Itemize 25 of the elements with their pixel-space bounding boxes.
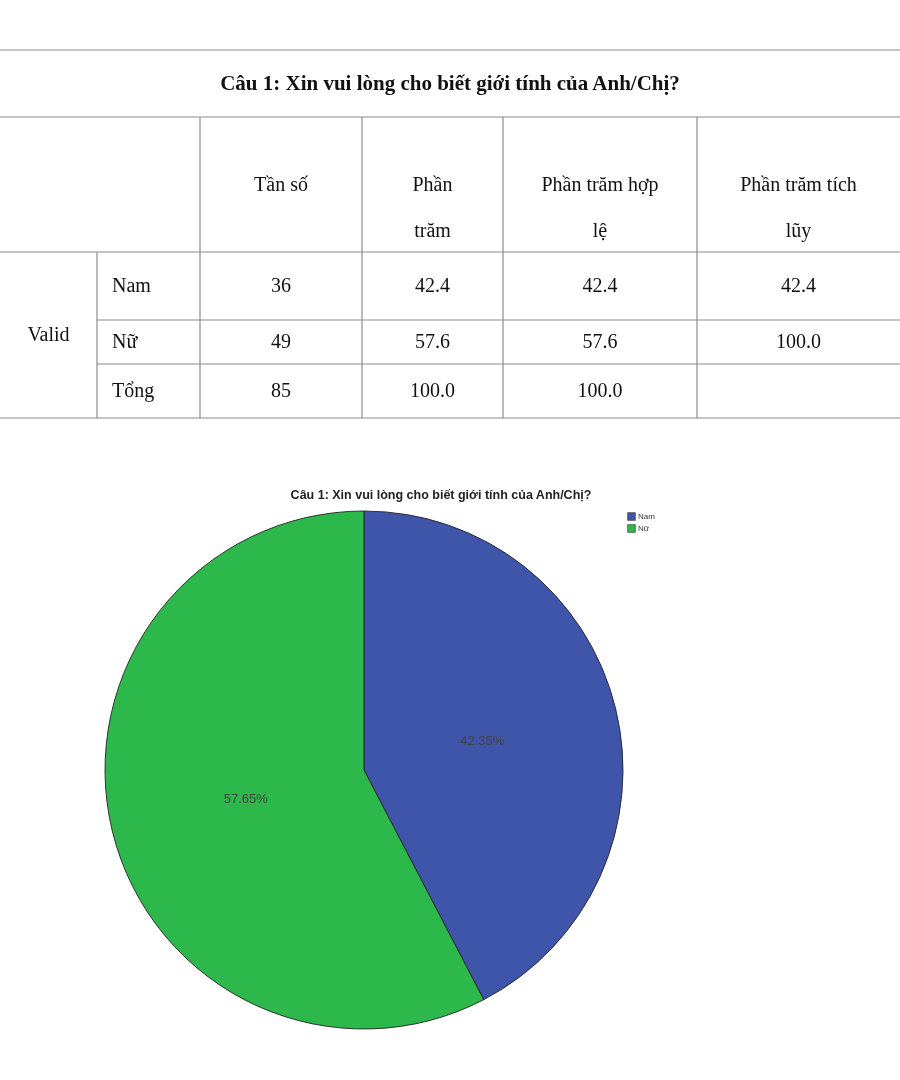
category-label: Phần trăm hợp lệ: [541, 172, 659, 241]
text: 36: [271, 274, 291, 296]
text: 42.4: [415, 274, 450, 296]
category-label: Nam: [112, 274, 151, 296]
text: 100.0: [410, 379, 455, 401]
text: Câu 1: Xin vui lòng cho biết giới tính của Anh/Chị?: [220, 70, 680, 95]
data-label: 42.35%: [460, 733, 505, 749]
category-label: Tần số: [254, 172, 308, 195]
text: 100.0: [776, 330, 821, 352]
legend-label: Nam: [638, 511, 656, 521]
category-label: Nữ: [112, 330, 138, 352]
category-label: Phần trăm tích lũy: [740, 172, 857, 241]
legend-label: Nữ: [638, 523, 650, 533]
text: 49: [271, 330, 291, 352]
text: 42.4: [781, 274, 816, 296]
text: 100.0: [577, 379, 623, 401]
text: Valid: [27, 323, 70, 345]
text: 57.6: [582, 330, 618, 352]
data-label: 57.65%: [223, 790, 269, 806]
text: 57.6: [415, 330, 450, 352]
chart-title: Câu 1: Xin vui lòng cho biết giới tính của Anh/Chị?: [290, 487, 592, 502]
text: 85: [271, 379, 291, 401]
text: 42.4: [582, 274, 618, 296]
category-label: Phần trăm: [412, 172, 453, 241]
category-label: Tổng: [112, 379, 155, 401]
